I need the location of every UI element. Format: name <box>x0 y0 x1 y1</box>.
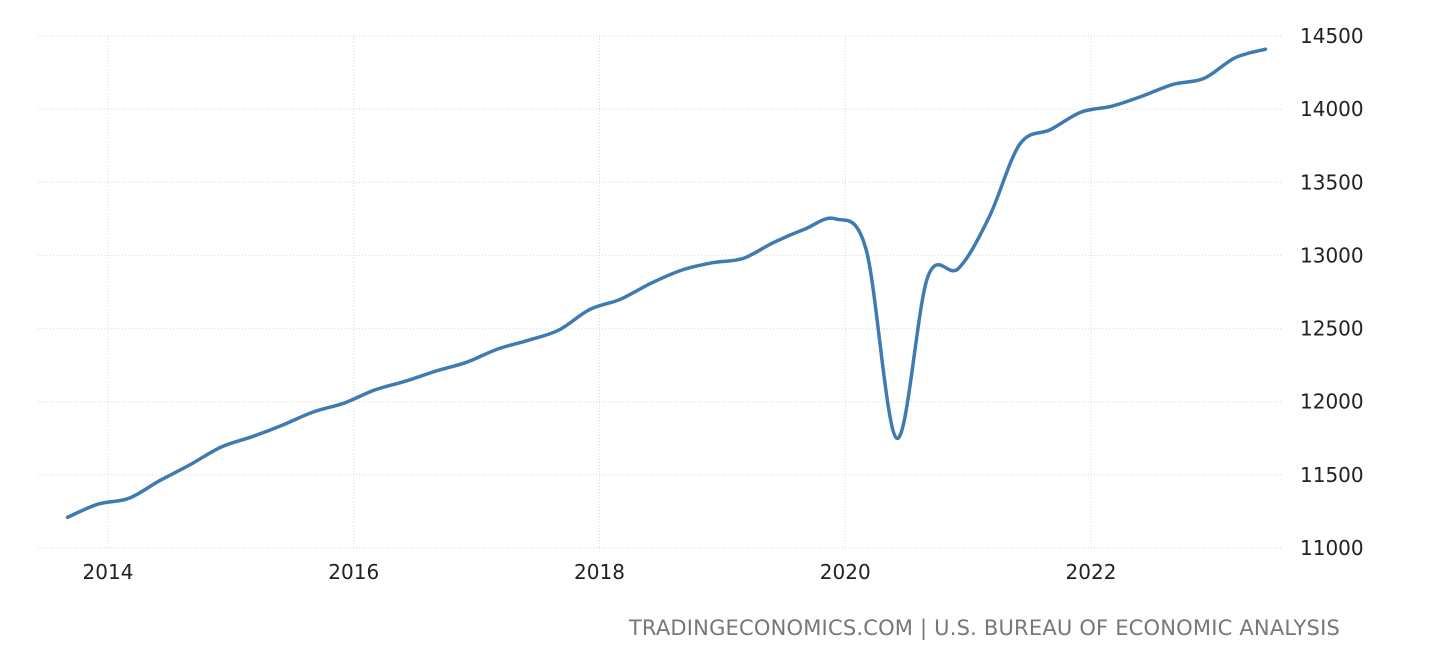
grid <box>38 35 1282 549</box>
series-line <box>65 47 1268 520</box>
x-tick-label: 2014 <box>83 560 134 584</box>
y-tick-label: 11000 <box>1300 536 1364 560</box>
y-tick-label: 14500 <box>1300 24 1364 48</box>
source-note: TRADINGECONOMICS.COM | U.S. BUREAU OF EC… <box>628 616 1340 640</box>
y-tick-label: 14000 <box>1300 97 1364 121</box>
y-tick-label: 11500 <box>1300 463 1364 487</box>
x-tick-label: 2016 <box>328 560 379 584</box>
y-tick-label: 12000 <box>1300 390 1364 414</box>
x-tick-label: 2022 <box>1066 560 1117 584</box>
y-tick-label: 13000 <box>1300 243 1364 267</box>
x-axis: 2014 2016 2018 2020 2022 <box>83 560 1117 584</box>
x-tick-label: 2020 <box>820 560 871 584</box>
x-tick-label: 2018 <box>574 560 625 584</box>
y-tick-label: 13500 <box>1300 170 1364 194</box>
y-tick-label: 12500 <box>1300 317 1364 341</box>
y-axis: 11000 11500 12000 12500 13000 13500 14000 14500 <box>1300 24 1364 560</box>
series-layer <box>65 47 1268 520</box>
